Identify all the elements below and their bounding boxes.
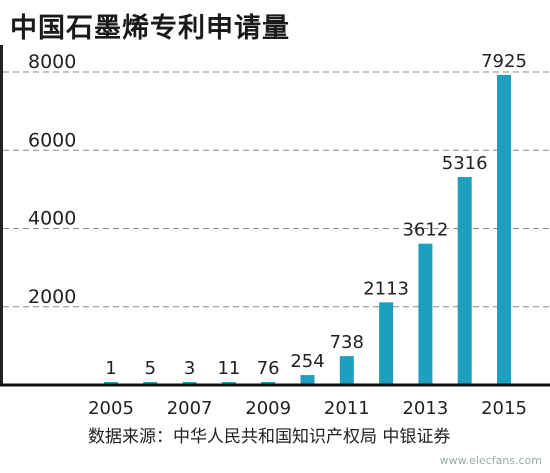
bar-2015 — [497, 74, 511, 385]
data-label-2015: 7925 — [481, 51, 527, 72]
data-label-2011: 738 — [330, 332, 364, 353]
bars — [104, 74, 511, 385]
data-labels: 1 5 3 11 76 254 738 2113 3612 5316 7925 — [105, 51, 527, 379]
bar-2014 — [457, 177, 472, 385]
x-tick-label: 2015 — [481, 398, 527, 419]
x-tick-label: 2009 — [245, 398, 291, 419]
data-label-2013: 3612 — [402, 220, 448, 241]
data-label-2007: 3 — [184, 358, 195, 379]
data-label-2009: 76 — [257, 358, 280, 379]
x-tick-label: 2005 — [88, 398, 134, 419]
x-tick-labels: 2005 2007 2009 2011 2013 2015 — [88, 398, 527, 419]
data-label-2008: 11 — [217, 358, 240, 379]
chart-left-frame — [0, 45, 3, 385]
bar-2012 — [379, 302, 394, 385]
bar-2013 — [418, 243, 433, 385]
x-tick-label: 2007 — [167, 398, 213, 419]
bar-2010 — [300, 375, 315, 385]
data-label-2006: 5 — [145, 358, 156, 379]
y-tick-label: 4000 — [28, 208, 76, 230]
y-tick-label: 2000 — [28, 286, 76, 308]
data-label-2005: 1 — [105, 358, 116, 379]
y-tick-labels: 2000 4000 6000 8000 — [28, 51, 76, 308]
x-tick-label: 2013 — [402, 398, 448, 419]
chart-title: 中国石墨烯专利申请量 — [10, 13, 290, 44]
source-note: 数据来源：中华人民共和国知识产权局 中银证券 — [88, 427, 451, 447]
y-tick-label: 8000 — [28, 51, 76, 73]
x-tick-label: 2011 — [324, 398, 370, 419]
bar-2011 — [339, 356, 354, 385]
data-label-2012: 2113 — [363, 278, 409, 299]
y-tick-label: 6000 — [28, 129, 76, 151]
data-label-2014: 5316 — [442, 153, 488, 174]
data-label-2010: 254 — [290, 351, 324, 372]
watermark: www.elecfans.com — [439, 454, 542, 467]
